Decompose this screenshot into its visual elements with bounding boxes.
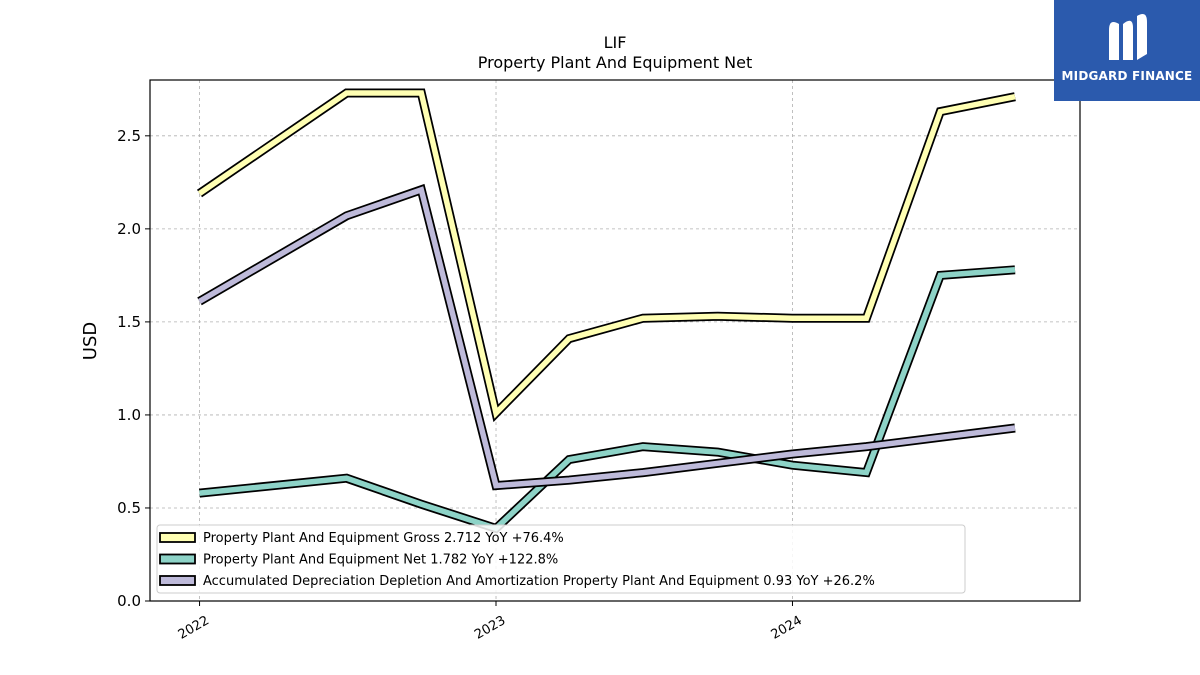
y-tick-label: 0.0 (117, 592, 141, 610)
x-tick-label: 2024 (769, 613, 805, 643)
logo-mark-icon (1109, 14, 1147, 60)
legend-swatch-1 (159, 553, 196, 565)
chart-subtitle: Property Plant And Equipment Net (478, 53, 753, 72)
series-line-2 (198, 186, 1016, 489)
grid (150, 80, 1080, 602)
legend-label-2: Accumulated Depreciation Depletion And A… (203, 574, 875, 589)
y-axis-label: USD (80, 322, 101, 360)
chart-title: LIF (604, 33, 627, 52)
legend-box (156, 524, 966, 594)
legend-swatch-0 (159, 532, 196, 543)
y-tick-label: 2.5 (117, 127, 141, 145)
legend-label-1: Property Plant And Equipment Net 1.782 Y… (203, 553, 558, 568)
y-axis: 0.0 0.5 1.0 1.5 2.0 2.5 (117, 127, 150, 610)
x-tick-label: 2022 (176, 613, 212, 643)
y-tick-label: 2.0 (117, 220, 141, 238)
legend-label-0: Property Plant And Equipment Gross 2.712… (203, 531, 564, 546)
x-axis: 2022 2023 2024 (176, 601, 805, 643)
logo-text: MIDGARD FINANCE (1061, 69, 1193, 83)
plot-frame (149, 79, 1081, 602)
midgard-finance-logo: MIDGARD FINANCE (1054, 0, 1200, 101)
x-tick-label: 2023 (472, 613, 508, 643)
y-tick-label: 1.0 (117, 406, 141, 424)
y-tick-label: 1.5 (117, 313, 141, 331)
legend: Property Plant And Equipment Gross 2.712… (156, 524, 966, 594)
series-line-1 (199, 267, 1016, 532)
y-tick-label: 0.5 (117, 499, 141, 517)
legend-swatch-2 (159, 575, 196, 586)
series-lines (196, 88, 1016, 534)
series-outline-0 (196, 88, 1016, 423)
series-line-0 (197, 90, 1016, 419)
